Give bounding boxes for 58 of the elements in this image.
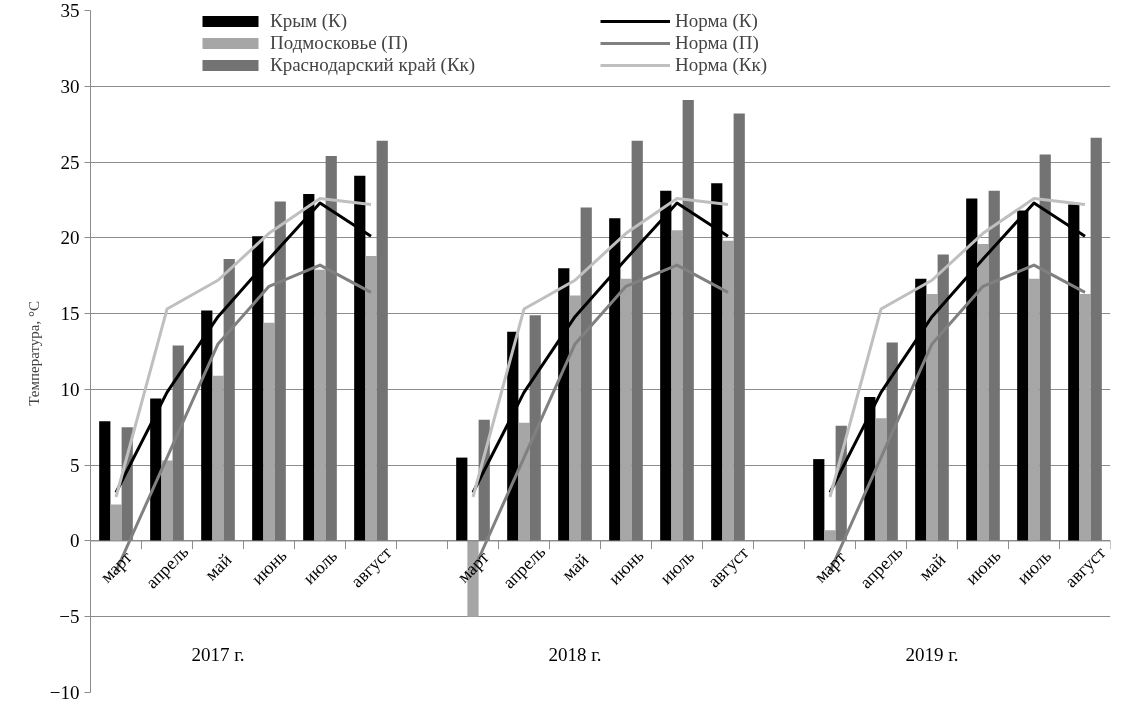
bar bbox=[1090, 137, 1102, 541]
bar bbox=[926, 293, 938, 541]
bar bbox=[365, 256, 377, 541]
y-tick-label: −10 bbox=[49, 682, 80, 703]
bar bbox=[274, 201, 286, 541]
legend-label: Норма (Кк) bbox=[675, 54, 769, 76]
x-tick-label: май bbox=[914, 549, 950, 585]
bar bbox=[325, 155, 337, 541]
bar bbox=[824, 530, 836, 541]
x-tick-label: май bbox=[200, 549, 236, 585]
y-tick-label: −5 bbox=[59, 606, 80, 628]
bar bbox=[733, 113, 745, 541]
y-tick-label: 0 bbox=[70, 530, 80, 552]
bar bbox=[1039, 154, 1051, 541]
bar bbox=[977, 243, 989, 541]
bar bbox=[1028, 278, 1040, 541]
legend-label: Подмосковье (П) bbox=[270, 32, 409, 54]
bar bbox=[580, 207, 592, 541]
bar bbox=[172, 345, 184, 541]
legend-label: Норма (П) bbox=[675, 32, 760, 54]
bar bbox=[161, 460, 173, 541]
bar bbox=[631, 140, 643, 541]
annotation: 2017 г. bbox=[191, 644, 245, 666]
y-tick-label: 20 bbox=[60, 227, 80, 249]
bar bbox=[875, 418, 887, 541]
y-tick-label: 25 bbox=[60, 151, 80, 173]
bar bbox=[314, 269, 326, 541]
y-tick-label: 35 bbox=[60, 0, 80, 21]
bar bbox=[813, 459, 825, 541]
bar bbox=[937, 254, 949, 541]
bar bbox=[212, 375, 224, 541]
annotation: 2018 г. bbox=[548, 644, 602, 666]
legend-label: Крым (К) bbox=[270, 10, 349, 32]
bar bbox=[456, 457, 468, 541]
bar bbox=[671, 230, 683, 541]
y-tick-label: 15 bbox=[60, 303, 80, 325]
bar bbox=[110, 504, 122, 541]
bar bbox=[529, 315, 541, 541]
bar bbox=[518, 422, 530, 541]
bar bbox=[988, 190, 1000, 541]
bar bbox=[722, 240, 734, 541]
bar bbox=[263, 322, 275, 541]
y-axis-title: Температура, °C bbox=[25, 301, 42, 406]
bar bbox=[376, 140, 388, 541]
y-tick-label: 5 bbox=[70, 454, 80, 476]
annotation: 2019 г. bbox=[905, 644, 959, 666]
bar bbox=[886, 342, 898, 541]
bar bbox=[682, 99, 694, 541]
bar bbox=[1079, 293, 1091, 541]
y-tick-label: 10 bbox=[60, 378, 80, 400]
bar bbox=[569, 295, 581, 541]
y-tick-label: 30 bbox=[60, 75, 80, 97]
bar bbox=[99, 421, 111, 541]
bar bbox=[620, 278, 632, 541]
legend-label: Норма (К) bbox=[675, 10, 759, 32]
bar bbox=[223, 259, 235, 541]
x-tick-label: май bbox=[557, 549, 593, 585]
legend-label: Краснодарский край (Кк) bbox=[270, 54, 477, 76]
